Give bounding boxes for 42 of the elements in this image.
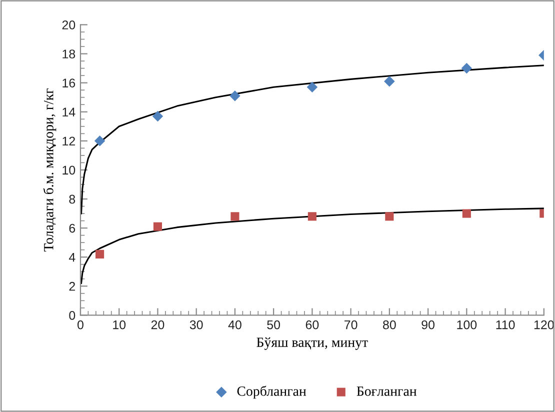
x-tick-label: 80 [383,320,396,330]
y-axis-title: Толадаги б.м. миқдори, г/кг [43,88,56,252]
y-tick-label: 12 [62,136,75,146]
legend-label: Боғланган [356,386,417,396]
legend-label: Сорбланган [237,386,306,399]
line-series [80,208,544,284]
x-tick-label: 40 [228,320,242,330]
y-tick-label: 20 [62,20,76,30]
y-tick-label: 4 [68,253,76,262]
y-tick-label: 10 [62,166,76,175]
x-tick-label: 70 [344,320,358,330]
point [384,76,395,87]
point [230,212,240,221]
x-tick-label: 60 [306,320,319,330]
y-tick-label: 6 [69,224,76,233]
point [230,90,240,102]
point [94,136,106,146]
x-axis-title: Бўяш вақти, минут [256,337,368,350]
point [462,209,471,218]
x-tick-label: 10 [113,320,126,330]
x-tick-label: 110 [496,320,515,330]
x-tick-label: 0 [77,320,84,330]
y-tick-label: 16 [62,78,76,88]
x-tick-label: 20 [151,320,164,330]
y-tick-label: 0 [69,310,76,320]
point [308,212,316,221]
point [153,222,162,231]
y-tick-label: 8 [69,194,76,204]
point [152,110,164,122]
y-tick-label: 18 [62,50,76,58]
y-tick-label: 14 [62,108,76,116]
x-tick-label: 50 [267,320,280,330]
point [385,212,394,221]
line-series [80,64,544,214]
x-tick-label: 90 [422,320,435,330]
x-tick-label: 30 [190,320,203,330]
point [461,62,472,74]
point [96,250,104,258]
x-tick-label: 100 [457,320,477,330]
x-tick-label: 120 [534,320,554,330]
y-tick-label: 2 [69,282,75,291]
point [306,82,318,93]
